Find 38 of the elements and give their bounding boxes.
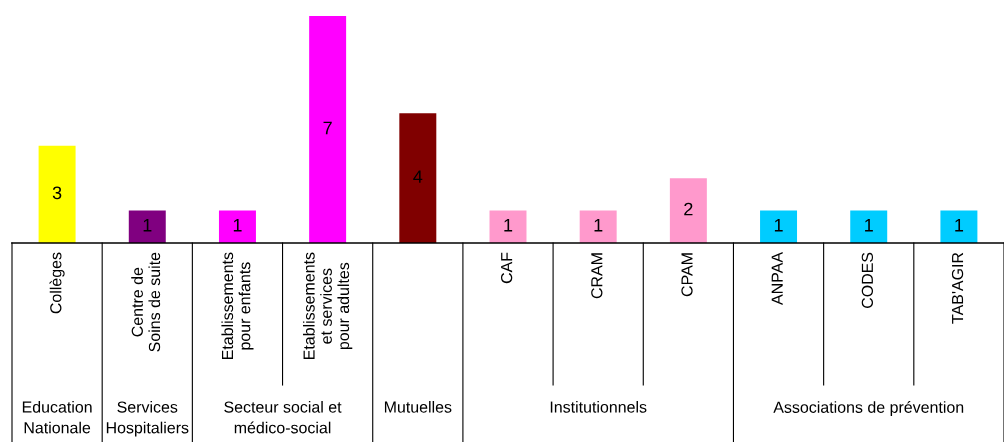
x-tick-label: CPAM [681,253,693,297]
bar [128,210,166,243]
bar [38,145,76,243]
bar [760,210,798,243]
text: Mutuelles [384,401,452,413]
x-tick-label: Centre de Soins de suite [131,252,161,352]
data-label: 2 [684,202,693,216]
x-tick-label: CODES [861,252,874,308]
x-tick-label: CRAM [591,253,603,299]
bar [579,210,617,243]
x-tick-label: Etablissements et services pour adultes [302,252,353,359]
x-tick-label: Etablissements pour enfants [221,252,254,359]
text: Education Nationale [22,401,92,434]
text: Secteur social et médico-social [224,401,342,434]
data-label: 1 [504,219,513,232]
bar [669,178,707,243]
data-label: 1 [955,219,964,232]
data-label: 1 [233,219,242,232]
data-label: 7 [323,121,332,135]
data-label: 1 [143,219,152,232]
text: Institutionnels [550,401,647,413]
x-tick-label: TAB'AGIR [951,252,964,324]
data-label: 1 [594,219,603,232]
bar [309,16,347,243]
text: Associations de prévention [773,401,964,417]
x-tick-label: ANPAA [771,252,783,305]
bar [399,113,437,243]
bar [218,210,256,243]
x-tick-label: CAF [500,252,513,284]
data-label: 3 [52,186,62,200]
bar [489,210,527,243]
bar [940,210,978,243]
bar [850,210,888,243]
x-tick-label: Collèges [49,252,65,314]
data-label: 1 [774,219,783,232]
data-label: 4 [413,170,423,183]
text: Services Hospitaliers [106,401,189,437]
data-label: 1 [865,219,873,232]
